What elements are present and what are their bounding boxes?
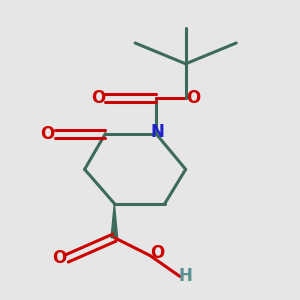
Text: O: O xyxy=(91,89,105,107)
Text: N: N xyxy=(151,123,164,141)
Text: O: O xyxy=(186,89,200,107)
Text: O: O xyxy=(52,250,67,268)
Polygon shape xyxy=(111,203,118,238)
Text: O: O xyxy=(40,125,55,143)
Text: O: O xyxy=(150,244,165,262)
Text: H: H xyxy=(179,267,193,285)
